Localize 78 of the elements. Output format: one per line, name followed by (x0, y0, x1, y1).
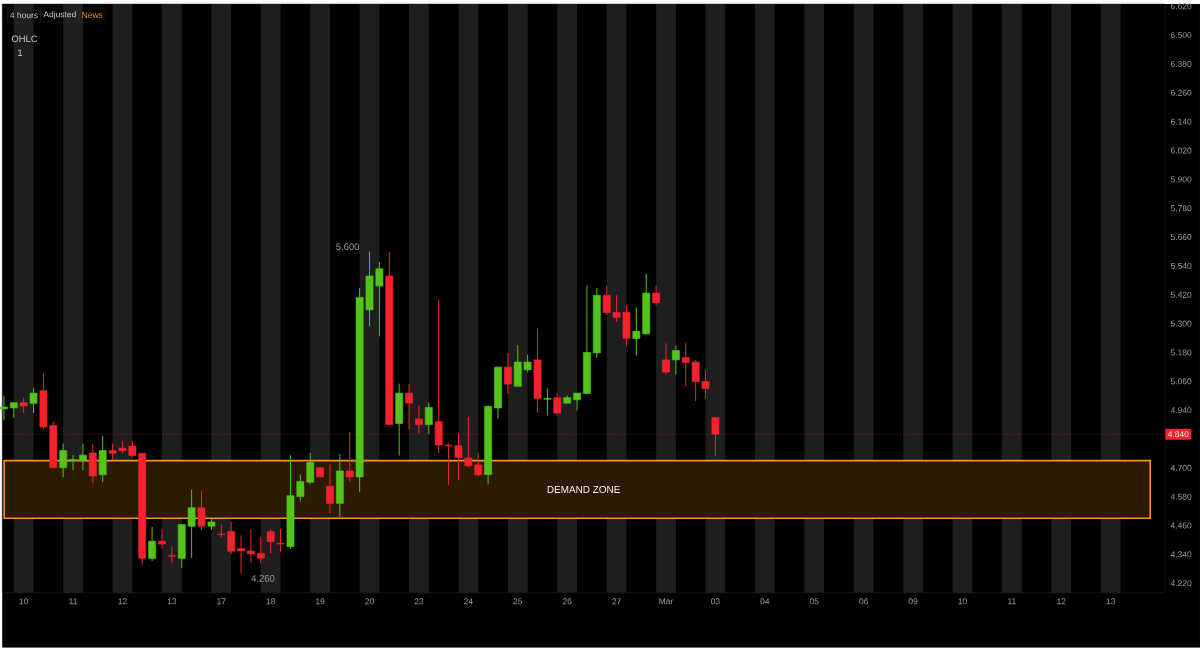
y-tick-label: 6.500 (1171, 32, 1192, 39)
y-tick-label: 5.900 (1170, 176, 1192, 183)
y-tick-label: 5.300 (1170, 320, 1192, 327)
x-tick-label: 20 (365, 598, 374, 605)
candlestick (276, 528, 285, 553)
x-tick-label: 09 (908, 598, 918, 605)
candlestick (148, 526, 156, 562)
y-tick-label: 6.260 (1171, 89, 1192, 96)
candlestick (158, 529, 166, 550)
x-tick-label: 12 (1057, 598, 1066, 605)
annotation: Adjusted (43, 11, 76, 20)
annotation: OHLC (11, 35, 38, 43)
x-tick-label: 13 (167, 598, 177, 605)
y-tick-label: 6.140 (1171, 118, 1192, 125)
candlestick (247, 528, 255, 564)
x-tick-label: 18 (266, 598, 276, 605)
candlestick (79, 443, 87, 471)
x-tick-label: 26 (562, 598, 572, 605)
x-tick-label: Mar (659, 598, 674, 605)
annotation: 1 (18, 49, 23, 57)
candlestick (543, 388, 552, 417)
x-tick-label: 06 (859, 598, 868, 605)
candlestick (0, 395, 8, 421)
candlestick (326, 464, 334, 515)
x-tick-label: 24 (464, 598, 473, 605)
x-tick-label: 11 (69, 598, 78, 605)
candlestick (168, 545, 176, 564)
y-tick-label: 4.340 (1170, 551, 1192, 558)
candlestick (672, 345, 680, 376)
candlestick (573, 392, 581, 412)
annotation: 5.600 (336, 243, 360, 251)
y-tick-label: 4.940 (1170, 407, 1192, 414)
y-tick-label: 5.420 (1170, 291, 1192, 298)
candlestick (227, 521, 236, 555)
y-tick-label: 5.180 (1170, 349, 1192, 356)
band-label: DEMAND ZONE (547, 486, 620, 494)
y-tick-label: 4.460 (1170, 522, 1192, 529)
x-tick-label: 23 (414, 598, 424, 605)
candlestick (266, 528, 275, 555)
candlestick (69, 454, 77, 471)
x-tick-label: 11 (1008, 598, 1016, 605)
y-tick-label: 5.540 (1170, 263, 1192, 270)
candlestick (59, 443, 68, 478)
candlestick (405, 383, 413, 430)
y-tick-label: 4.580 (1170, 493, 1192, 500)
x-tick-label: 17 (217, 598, 226, 605)
x-tick-label: 04 (760, 598, 770, 605)
y-tick-label: 6.620 (1171, 3, 1192, 10)
candlestick (424, 402, 433, 435)
x-tick-label: 25 (513, 598, 523, 605)
y-tick-label: 4.700 (1170, 464, 1192, 471)
candlestick (662, 342, 670, 376)
candlestick (553, 392, 562, 417)
x-tick-label: 05 (809, 598, 819, 605)
candlestick (237, 535, 245, 575)
x-tick-label: 03 (711, 598, 720, 605)
x-tick-label: 13 (1106, 598, 1116, 605)
candlestick (88, 443, 97, 484)
candlestick (504, 352, 512, 395)
x-tick-label: 10 (958, 598, 967, 605)
x-tick-label: 19 (316, 598, 325, 605)
x-tick-label: 12 (118, 598, 127, 605)
candlestick (256, 536, 265, 564)
y-tick-label: 4.220 (1170, 580, 1192, 587)
candlestick (197, 490, 206, 531)
annotation: News (82, 12, 103, 19)
annotation: 4.260 (251, 575, 275, 582)
y-tick-label: 5.660 (1170, 234, 1192, 241)
y-tick-label: 6.020 (1171, 147, 1192, 154)
y-tick-label: 5.780 (1170, 205, 1192, 212)
ref-line-label: 4.840 (1167, 431, 1189, 438)
y-tick-label: 6.380 (1171, 61, 1192, 68)
candlestick (29, 387, 38, 414)
candlestick (652, 285, 660, 306)
y-tick-label: 5.060 (1170, 378, 1192, 385)
annotation: 4 hours (10, 12, 38, 19)
x-tick-label: 27 (612, 598, 621, 605)
x-tick-label: 10 (19, 598, 28, 605)
